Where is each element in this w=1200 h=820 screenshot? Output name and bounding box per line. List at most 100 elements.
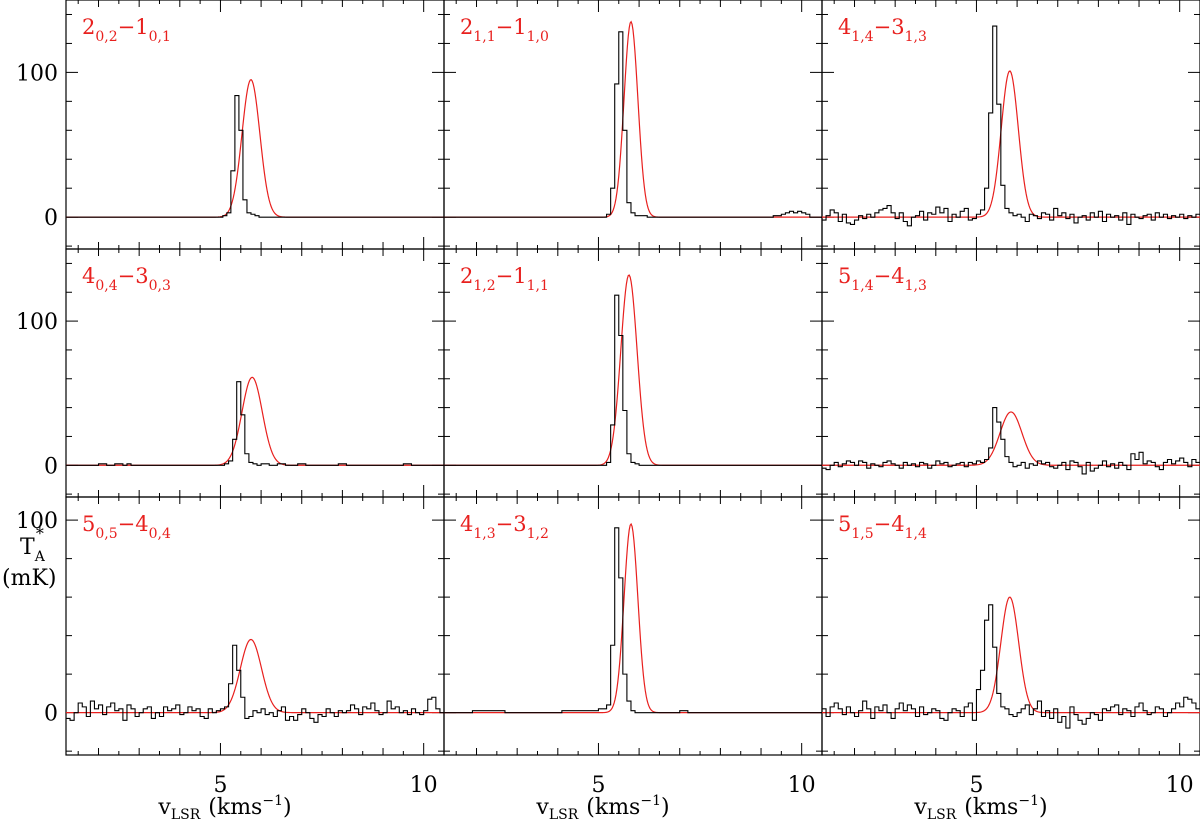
x-tick-label: 5 [213, 773, 227, 798]
transition-label: 40,4−30,3 [82, 264, 171, 294]
label-base: 5 [838, 512, 851, 536]
label-base2: 4 [135, 512, 148, 536]
spectrum-histogram [444, 527, 822, 714]
label-base: 2 [460, 264, 473, 288]
transition-label: 21,2−11,1 [460, 264, 549, 294]
y-axis-subscript: A [34, 549, 46, 565]
spectrum-histogram [66, 644, 444, 723]
spectrum-histogram [444, 294, 822, 466]
panel-5: 21,2−11,1 [443, 248, 823, 498]
x-axis-close: ) [661, 795, 670, 820]
label-sub1: 1,5 [851, 526, 873, 542]
label-sub1: 1,2 [473, 278, 495, 294]
panel-3: 41,4−31,3 [821, 0, 1200, 250]
gaussian-fit-line [822, 411, 1200, 466]
x-axis-superscript: −1 [262, 793, 283, 809]
panel-7: 50,5−40,4 [65, 496, 445, 756]
x-axis-subscript: LSR [171, 807, 201, 820]
label-base: 5 [82, 512, 95, 536]
gaussian-fit-line [66, 78, 444, 218]
label-sub2: 1,0 [527, 29, 549, 45]
x-axis-superscript: −1 [1018, 793, 1039, 809]
label-sub1: 1,4 [851, 29, 873, 45]
label-sub2: 1,2 [527, 526, 549, 542]
panel-frame [821, 496, 1200, 756]
x-axis-symbol: v [157, 795, 171, 820]
label-base2: 1 [513, 264, 526, 288]
x-tick-label: 10 [788, 773, 816, 798]
gaussian-fit-line [444, 522, 822, 714]
label-base: 2 [460, 15, 473, 39]
x-tick-label: 10 [1166, 773, 1194, 798]
label-base: 4 [460, 512, 473, 536]
panel-grid: 20,2−10,1 21,1−11,0 41,4−31,340,4−30,3 21,2… [65, 0, 1200, 756]
transition-label: 41,4−31,3 [838, 15, 927, 45]
label-base2: 4 [891, 264, 904, 288]
label-dash: − [496, 512, 514, 536]
label-base2: 3 [891, 15, 904, 39]
y-tick-label: 0 [44, 702, 58, 727]
x-axis-unit: (kms [586, 795, 640, 820]
label-sub1: 1,4 [851, 278, 873, 294]
y-tick-label: 100 [16, 509, 58, 534]
transition-label: 51,4−41,3 [838, 264, 927, 294]
label-dash: − [874, 15, 892, 39]
label-dash: − [496, 264, 514, 288]
panel-8: 41,3−31,2 [443, 496, 823, 756]
label-base: 4 [838, 15, 851, 39]
transition-label: 41,3−31,2 [460, 512, 549, 542]
x-axis-subscript: LSR [927, 807, 957, 820]
label-sub2: 1,3 [905, 278, 927, 294]
x-axis-title: vLSR (kms−1) [535, 793, 669, 820]
label-base2: 3 [513, 512, 526, 536]
transition-label: 21,1−11,0 [460, 15, 549, 45]
spectrum-histogram [822, 604, 1200, 729]
label-dash: − [874, 512, 892, 536]
y-tick-label: 0 [44, 454, 58, 479]
y-axis-superscript: * [36, 524, 44, 543]
y-axis-unit: (mK) [2, 566, 56, 591]
label-base: 2 [82, 15, 95, 39]
x-axis-symbol: v [535, 795, 549, 820]
label-base2: 4 [891, 512, 904, 536]
transition-label: 20,2−10,1 [82, 15, 171, 45]
label-sub2: 0,1 [149, 29, 171, 45]
spectrum-histogram [444, 31, 822, 218]
label-sub1: 0,2 [95, 29, 117, 45]
panel-1: 20,2−10,1 [65, 0, 445, 250]
y-axis-title: TA * [20, 524, 46, 565]
label-dash: − [118, 512, 136, 536]
spectrum-histogram [822, 407, 1200, 475]
label-sub1: 0,5 [95, 526, 117, 542]
x-axis-symbol: v [913, 795, 927, 820]
label-dash: − [496, 15, 514, 39]
label-sub1: 1,3 [473, 526, 495, 542]
transition-label: 50,5−40,4 [82, 512, 171, 542]
y-tick-label: 100 [16, 61, 58, 86]
panel-9: 51,5−41,4 [821, 496, 1200, 756]
label-dash: − [118, 15, 136, 39]
label-sub2: 1,3 [905, 29, 927, 45]
panel-2: 21,1−11,0 [443, 0, 823, 250]
label-sub1: 0,4 [95, 278, 117, 294]
label-sub2: 0,4 [149, 526, 171, 542]
x-axis-title: vLSR (kms−1) [913, 793, 1047, 820]
x-axis-title: vLSR (kms−1) [157, 793, 291, 820]
label-base: 5 [838, 264, 851, 288]
panel-6: 51,4−41,3 [821, 248, 1200, 498]
x-tick-label: 5 [969, 773, 983, 798]
label-dash: − [118, 264, 136, 288]
x-axis-close: ) [283, 795, 292, 820]
x-tick-label: 5 [591, 773, 605, 798]
x-axis-subscript: LSR [549, 807, 579, 820]
gaussian-fit-line [822, 596, 1200, 714]
label-base2: 1 [513, 15, 526, 39]
gaussian-fit-line [444, 20, 822, 218]
label-sub2: 1,4 [905, 526, 927, 542]
label-dash: − [874, 264, 892, 288]
label-base: 4 [82, 264, 95, 288]
x-axis-close: ) [1039, 795, 1048, 820]
x-tick-label: 10 [410, 773, 438, 798]
spectrum-histogram [66, 381, 444, 466]
y-tick-label: 100 [16, 310, 58, 335]
